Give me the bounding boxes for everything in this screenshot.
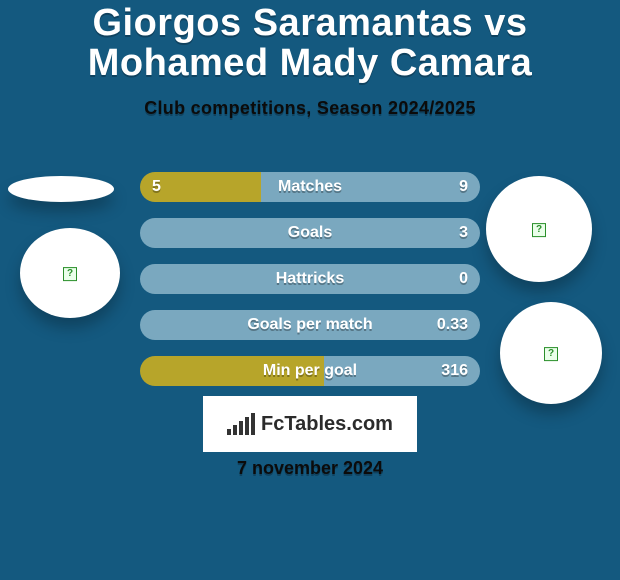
- logo: FcTables.com: [203, 396, 417, 452]
- stat-bar: Goals per match0.33: [140, 310, 480, 340]
- stat-bar: Goals3: [140, 218, 480, 248]
- stat-value-right: 9: [459, 172, 468, 202]
- stat-value-right: 0.33: [437, 310, 468, 340]
- decor-circle-top-right: ?: [486, 176, 592, 282]
- stat-value-right: 316: [441, 356, 468, 386]
- logo-bars-icon: [227, 413, 255, 435]
- stat-bar: 5Matches9: [140, 172, 480, 202]
- stat-label: Hattricks: [140, 264, 480, 294]
- decor-ellipse: [8, 176, 114, 202]
- stat-label: Matches: [140, 172, 480, 202]
- stat-bar: Min per goal316: [140, 356, 480, 386]
- stat-bar: Hattricks0: [140, 264, 480, 294]
- stat-label: Goals: [140, 218, 480, 248]
- subtitle: Club competitions, Season 2024/2025: [0, 98, 620, 119]
- date-label: 7 november 2024: [0, 458, 620, 479]
- decor-circle-left: ?: [20, 228, 120, 318]
- image-placeholder-icon: ?: [63, 267, 77, 281]
- decor-circle-bottom-right: ?: [500, 302, 602, 404]
- logo-text: FcTables.com: [261, 413, 393, 436]
- stat-value-right: 0: [459, 264, 468, 294]
- stat-label: Min per goal: [140, 356, 480, 386]
- stat-label: Goals per match: [140, 310, 480, 340]
- stat-bars: 5Matches9 Goals3 Hattricks0 Goals per match…: [140, 172, 480, 402]
- image-placeholder-icon: ?: [544, 347, 558, 361]
- comparison-infographic: Giorgos Saramantas vs Mohamed Mady Camar…: [0, 0, 620, 580]
- page-title: Giorgos Saramantas vs Mohamed Mady Camar…: [0, 0, 620, 84]
- image-placeholder-icon: ?: [532, 223, 546, 237]
- stat-value-right: 3: [459, 218, 468, 248]
